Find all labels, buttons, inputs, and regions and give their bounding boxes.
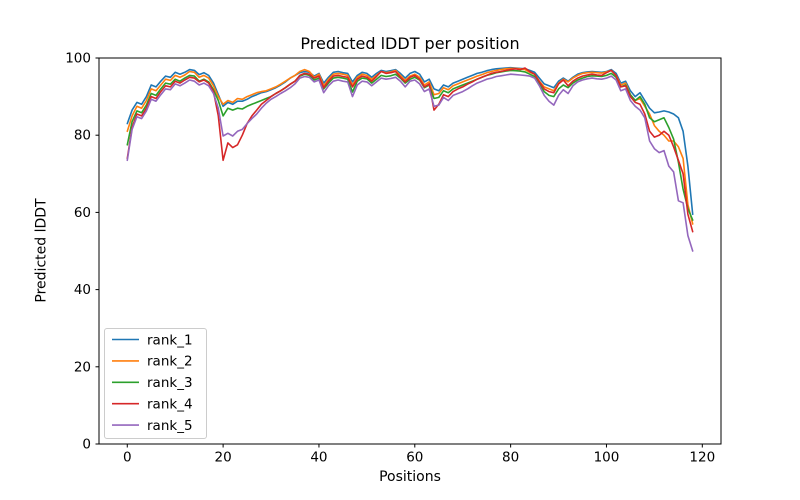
y-tick-label: 100 [65, 51, 91, 67]
x-tick-label: 120 [689, 450, 715, 466]
legend-label-rank_3: rank_3 [147, 375, 193, 391]
x-tick-label: 20 [215, 450, 232, 466]
series-line-rank_5 [126, 73, 694, 252]
legend-label-rank_1: rank_1 [147, 332, 193, 348]
x-tick-label: 100 [594, 450, 620, 466]
legend-label-rank_2: rank_2 [147, 354, 193, 370]
y-tick-label: 0 [82, 437, 91, 453]
chart-title: Predicted lDDT per position [300, 34, 520, 53]
y-tick-label: 60 [74, 205, 91, 221]
y-tick-label: 80 [74, 128, 91, 144]
legend-label-rank_5: rank_5 [147, 418, 193, 434]
legend-label-rank_4: rank_4 [147, 397, 193, 413]
x-axis-label: Positions [379, 469, 441, 485]
y-axis-label: Predicted lDDT [33, 198, 50, 303]
series-line-rank_2 [126, 67, 694, 225]
y-tick-label: 20 [74, 359, 91, 375]
x-tick-label: 40 [310, 450, 327, 466]
legend-box [104, 328, 207, 439]
x-tick-label: 80 [502, 450, 519, 466]
axes-frame [98, 57, 722, 445]
legend: rank_1 rank_2 rank_3 rank_4 rank_5 [104, 328, 207, 439]
series-line-rank_4 [126, 67, 694, 233]
x-tick-label: 0 [123, 450, 132, 466]
y-tick-label: 40 [74, 282, 91, 298]
series-line-rank_3 [126, 69, 694, 221]
x-tick-label: 60 [406, 450, 423, 466]
